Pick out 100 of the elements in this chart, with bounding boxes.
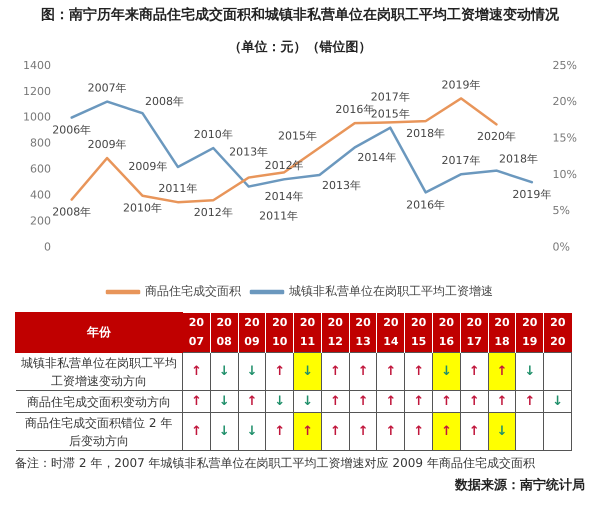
text: ↑ [274, 364, 286, 379]
x-tick-label: 2014 [382, 315, 399, 350]
y2-tick-label: 20% [552, 95, 578, 108]
annotation: 2015年 [278, 130, 317, 143]
annotation: 2011年 [259, 209, 298, 222]
y2-tick-label: 10% [552, 168, 578, 181]
x-tick-label: 2012 [327, 315, 344, 350]
annotation: 2010年 [194, 128, 233, 141]
legend-label: 城镇非私营单位在岗职工平均工资增速 [288, 284, 493, 298]
y-tick-label: 400 [30, 188, 51, 202]
source-note: 数据来源：南宁统计局 [454, 476, 585, 494]
text: ↑ [274, 424, 286, 439]
annotation: 2013年 [322, 178, 361, 192]
text: ↑ [385, 424, 396, 439]
annotation: 2019年 [442, 78, 481, 92]
annotation: 2009年 [88, 138, 127, 151]
y-tick-label: 1400 [22, 58, 51, 72]
text: ↑ [385, 364, 396, 379]
text: ↑ [330, 424, 341, 439]
text: ↑ [385, 394, 396, 409]
y-tick-label: 800 [30, 136, 51, 150]
y-tick-label: 0 [44, 240, 51, 254]
y-tick-label: 600 [30, 162, 51, 176]
text: ↑ [330, 364, 341, 379]
text: ↑ [468, 364, 480, 379]
text: ↓ [496, 424, 508, 439]
text: ↑ [413, 364, 424, 379]
text: ↓ [246, 364, 258, 379]
x-tick-label: 2007 [188, 315, 204, 350]
legend-label: 商品住宅成交面积 [145, 284, 241, 298]
text: ↑ [358, 364, 369, 379]
x-tick-label: 2019 [522, 315, 538, 350]
annotation: 2020年 [476, 130, 516, 144]
x-tick-label: 2016 [438, 315, 454, 350]
text: ↓ [440, 364, 452, 379]
x-axis-title: 年份 [16, 312, 182, 352]
annotation: 2016年 [406, 198, 446, 212]
annotation: 2010年 [122, 202, 162, 215]
text: ↑ [246, 394, 258, 409]
annotation: 2014年 [357, 151, 396, 164]
x-tick-label: 2018 [494, 315, 510, 350]
annotation: 2006年 [52, 123, 92, 136]
x-tick-label: 2008 [216, 315, 232, 350]
text: ↑ [440, 394, 452, 409]
text: ↑ [440, 424, 452, 439]
y2-tick-label: 15% [552, 132, 578, 144]
y-tick-label: 1200 [22, 84, 51, 98]
text: ↓ [552, 394, 564, 409]
text: ↑ [413, 424, 424, 439]
text: ↑ [302, 424, 313, 439]
annotation: 2008年 [144, 95, 184, 108]
x-tick-label: 2015 [410, 315, 427, 350]
annotation: 2009年 [128, 160, 168, 173]
y-tick-label: 1000 [22, 110, 51, 124]
annotation: 2017年 [370, 90, 410, 104]
text: ↑ [190, 424, 202, 439]
text: ↑ [496, 364, 508, 379]
x-tick-label: 2020 [550, 315, 566, 350]
chart-subtitle: （单位：元）（错位图） [228, 39, 372, 56]
annotation: 2018年 [406, 126, 446, 140]
annotation: 2017年 [442, 154, 481, 168]
y2-tick-label: 5% [552, 204, 570, 218]
y-tick-label: 商品住宅成交面积错位 2 年后变动方向 [16, 412, 182, 450]
annotation: 2012年 [194, 206, 233, 220]
text: 备注：时滞 2 年，2007 年城镇非私营单位在岗职工平均工资增速对应 2009 年商品住宅成交面积 [15, 455, 536, 472]
text: ↓ [302, 364, 313, 379]
y2-tick-label: 0% [552, 240, 570, 254]
text: ↑ [190, 394, 202, 409]
annotation: 2008年 [52, 205, 92, 218]
x-tick-label: 2017 [466, 315, 482, 350]
x-tick-label: 2010 [272, 315, 288, 350]
annotation: 2014年 [264, 190, 304, 204]
text: ↑ [190, 364, 202, 379]
text: ↓ [246, 424, 258, 439]
text: ↑ [468, 394, 480, 409]
text: ↓ [302, 394, 313, 409]
text: ↓ [524, 364, 536, 379]
text: ↑ [413, 394, 424, 409]
annotation: 2018年 [498, 152, 538, 166]
text: ↑ [330, 394, 341, 409]
x-tick-label: 2011 [300, 315, 316, 350]
annotation: 2019年 [512, 188, 552, 202]
annotation: 2011年 [158, 182, 198, 196]
y2-tick-label: 25% [552, 58, 578, 72]
y-tick-label: 商品住宅成交面积变动方向 [16, 390, 182, 412]
text: ↓ [218, 424, 230, 439]
text: ↓ [218, 364, 230, 379]
y-tick-label: 城镇非私营单位在岗职工平均工资增速变动方向 [16, 352, 182, 390]
y-tick-label: 200 [30, 214, 51, 228]
text: ↑ [358, 424, 369, 439]
text: ↑ [524, 394, 536, 409]
text: ↓ [274, 394, 286, 409]
chart-title: 图：南宁历年来商品住宅成交面积和城镇非私营单位在岗职工平均工资增速变动情况 [40, 6, 560, 24]
annotation: 2007年 [88, 81, 127, 94]
text: ↑ [468, 424, 480, 439]
text: ↑ [496, 394, 508, 409]
text: ↓ [218, 394, 230, 409]
text: ↑ [358, 394, 369, 409]
x-tick-label: 2013 [355, 315, 372, 350]
x-tick-label: 2009 [244, 315, 260, 350]
